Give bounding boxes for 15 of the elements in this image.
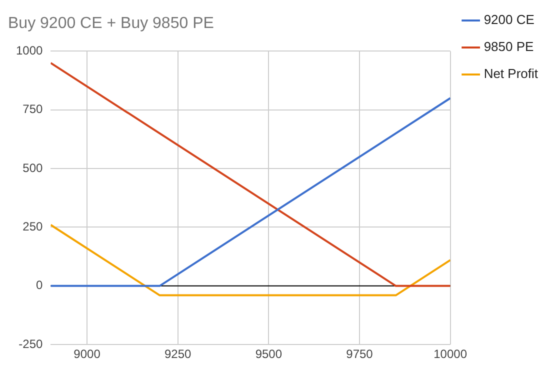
chart-title: Buy 9200 CE + Buy 9850 PE bbox=[8, 15, 214, 32]
legend-label: Net Profit bbox=[484, 66, 538, 82]
x-tick-label: 9250 bbox=[164, 347, 192, 362]
y-tick-label: 250 bbox=[22, 220, 44, 234]
legend-label: 9200 CE bbox=[484, 12, 535, 28]
legend-label: 9850 PE bbox=[484, 39, 534, 54]
x-tick-label: 9750 bbox=[346, 347, 374, 362]
x-tick-label: 9500 bbox=[255, 347, 282, 362]
y-tick-label: 750 bbox=[22, 102, 44, 116]
y-tick-label: 1000 bbox=[16, 44, 44, 58]
x-tick-label: 10000 bbox=[434, 347, 468, 362]
y-tick-label: -250 bbox=[18, 336, 44, 351]
y-tick-label: 500 bbox=[22, 160, 44, 175]
x-tick-label: 9000 bbox=[74, 347, 101, 362]
y-tick-label: 0 bbox=[36, 278, 44, 292]
